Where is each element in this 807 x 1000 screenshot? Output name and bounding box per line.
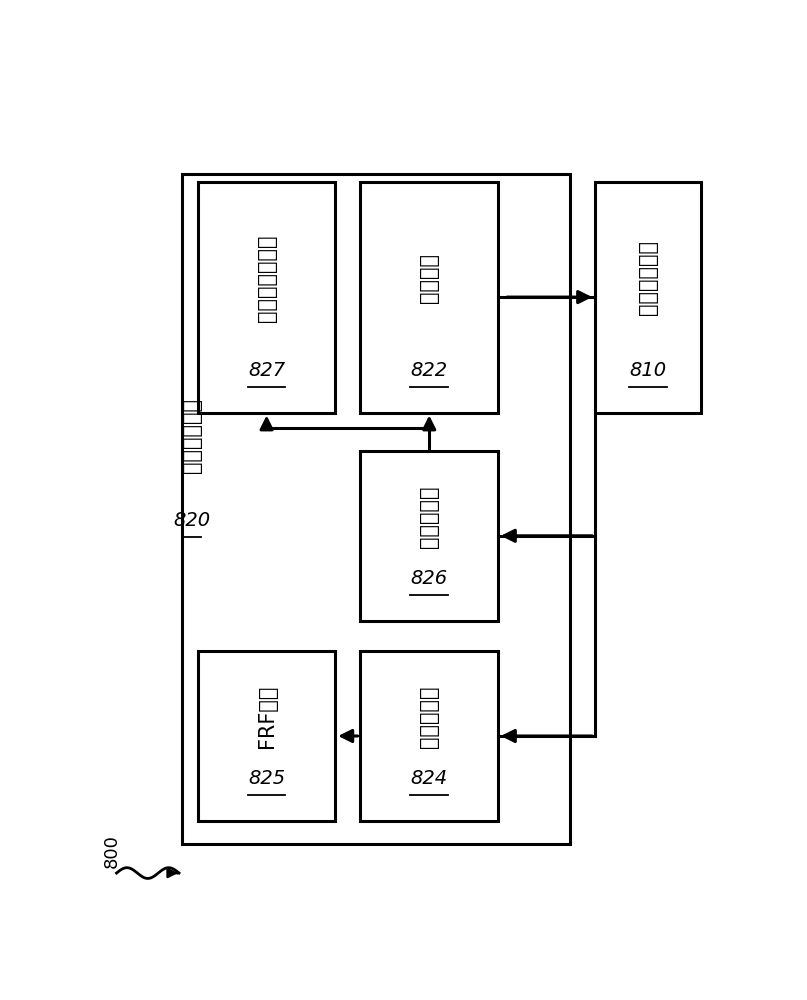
Text: 流量和密度测量: 流量和密度测量 <box>257 234 277 322</box>
Text: 810: 810 <box>629 361 667 380</box>
Text: 陷波滤波器: 陷波滤波器 <box>419 485 439 548</box>
Text: 800: 800 <box>103 835 121 868</box>
Text: 820: 820 <box>173 511 210 530</box>
Text: FRF估计: FRF估计 <box>257 685 277 748</box>
Bar <box>361 182 498 413</box>
Text: 解调滤波器: 解调滤波器 <box>419 686 439 748</box>
Bar <box>361 451 498 620</box>
Bar <box>595 182 701 413</box>
Bar <box>182 174 570 844</box>
Text: 822: 822 <box>411 361 448 380</box>
Text: 传感器组装件: 传感器组装件 <box>638 240 659 315</box>
Bar <box>198 651 336 821</box>
Bar <box>361 651 498 821</box>
Text: 824: 824 <box>411 769 448 788</box>
Text: 826: 826 <box>411 569 448 588</box>
Text: 827: 827 <box>248 361 285 380</box>
Text: 仪表检定模块: 仪表检定模块 <box>182 398 202 473</box>
Bar <box>198 182 336 413</box>
Text: 驱动电路: 驱动电路 <box>419 253 439 303</box>
Text: 825: 825 <box>248 769 285 788</box>
